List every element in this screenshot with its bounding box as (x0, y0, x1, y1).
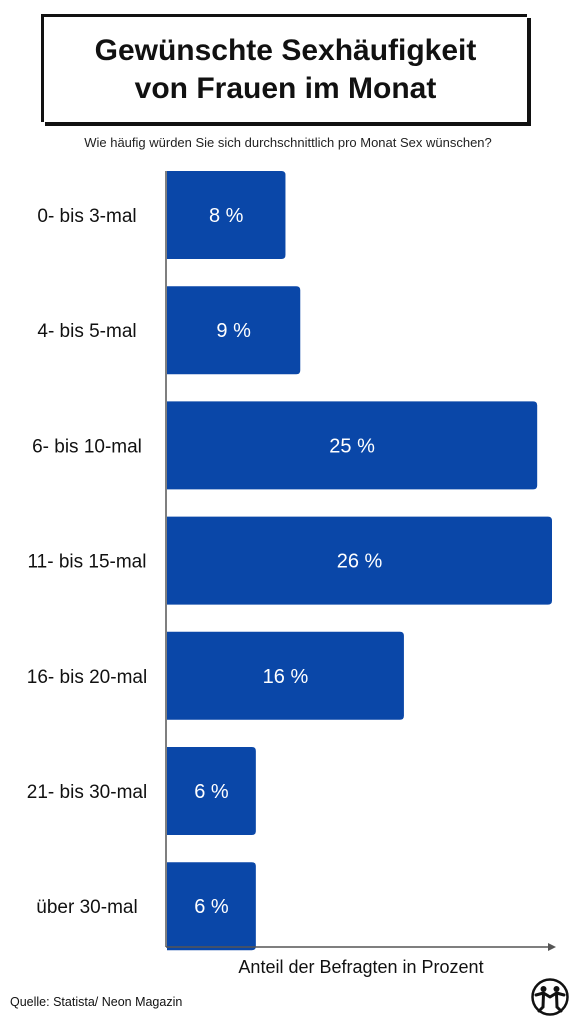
bar (167, 631, 404, 720)
bar-value-label: 25 % (329, 435, 375, 457)
bar (167, 862, 256, 951)
bar (167, 286, 301, 375)
bar-group: 6 % über 30-mal (36, 862, 256, 951)
x-axis-arrow-icon (548, 943, 556, 951)
bar-value-label: 9 % (216, 320, 251, 342)
bar (167, 401, 538, 490)
bar-value-label: 26 % (337, 551, 383, 573)
category-label: 16- bis 20-mal (27, 667, 147, 688)
bar (167, 171, 286, 259)
bar-value-label: 6 % (194, 896, 229, 918)
bar-group: 26 % 11- bis 15-mal (28, 516, 552, 605)
chart-title-line-2: von Frauen im Monat (134, 71, 437, 105)
category-label: 0- bis 3-mal (37, 206, 136, 227)
logo-icon (531, 978, 569, 1016)
bar-group: 6 % 21- bis 30-mal (27, 747, 256, 835)
bar-value-label: 6 % (194, 781, 229, 803)
bar-value-label: 8 % (209, 205, 244, 227)
source-note: Quelle: Statista/ Neon Magazin (10, 995, 183, 1009)
bar-group: 8 % 0- bis 3-mal (37, 171, 286, 259)
category-label: über 30-mal (36, 897, 137, 918)
chart-subtitle: Wie häufig würden Sie sich durchschnittl… (84, 135, 492, 150)
chart-title-line-1: Gewünschte Sexhäufigkeit (94, 33, 477, 67)
category-label: 6- bis 10-mal (32, 436, 142, 457)
category-label: 21- bis 30-mal (27, 782, 147, 803)
category-label: 4- bis 5-mal (37, 321, 136, 342)
bar-group: 25 % 6- bis 10-mal (32, 401, 538, 490)
category-label: 11- bis 15-mal (28, 552, 147, 573)
title-box: Gewünschte Sexhäufigkeit von Frauen im M… (41, 14, 527, 122)
bar-group: 9 % 4- bis 5-mal (37, 286, 301, 375)
bar-value-label: 16 % (263, 666, 309, 688)
x-axis-title: Anteil der Befragten in Prozent (238, 957, 484, 977)
bar-group: 16 % 16- bis 20-mal (27, 631, 404, 720)
bar (167, 747, 256, 835)
bar (167, 516, 552, 605)
